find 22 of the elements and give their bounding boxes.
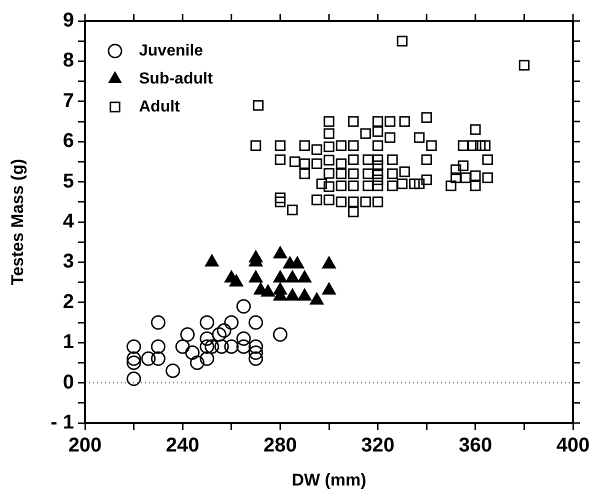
x-tick-label: 200 (68, 434, 102, 457)
y-tick-label: 4 (62, 210, 75, 233)
y-tick-label: 2 (62, 290, 74, 313)
y-tick-label: 6 (62, 130, 74, 152)
y-tick-label: 8 (62, 50, 74, 72)
y-tick-label: 5 (62, 170, 74, 192)
x-tick-label: 280 (264, 434, 297, 457)
x-tick-label: 240 (166, 434, 200, 457)
y-axis-title: Testes Mass (g) (8, 158, 27, 286)
x-tick-label: 400 (556, 434, 590, 457)
y-tick-label: 1 (62, 331, 74, 354)
y-tick-label: 3 (62, 250, 74, 273)
y-tick-label: 9 (62, 10, 74, 32)
legend-label: Sub-adult (139, 70, 214, 88)
x-tick-label: 320 (361, 434, 394, 457)
x-axis-title: DW (mm) (292, 470, 366, 490)
legend-label: Adult (139, 98, 181, 116)
legend-label: Juvenile (139, 42, 204, 60)
y-tick-label: - 1 (50, 412, 74, 434)
y-tick-label: 0 (62, 371, 74, 394)
y-tick-label: 7 (62, 90, 74, 112)
x-tick-label: 360 (458, 434, 492, 457)
